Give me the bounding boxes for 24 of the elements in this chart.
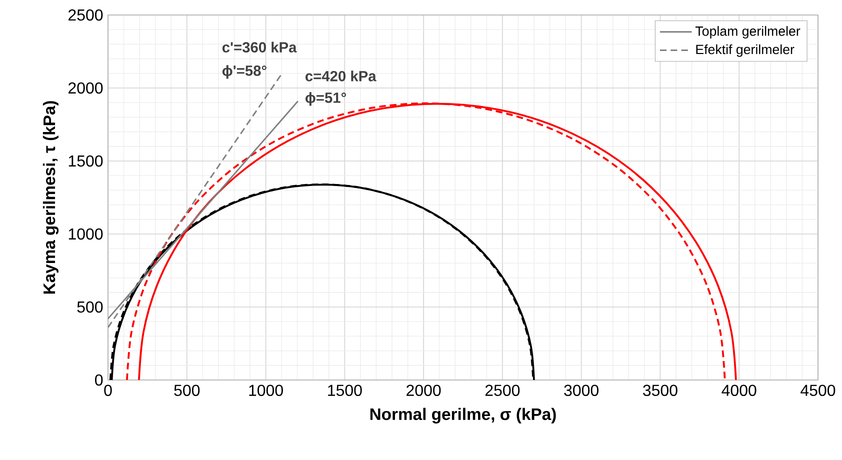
annotation: c'=360 kPa [222, 42, 297, 53]
x-tick-label: 2500 [485, 384, 520, 396]
y-tick-label: 1500 [68, 155, 103, 167]
y-tick-label: 1000 [68, 228, 103, 240]
annotation: ϕ'=58° [222, 65, 266, 79]
y-axis-title: Kayma gerilmesi, τ (kPa) [42, 101, 59, 294]
legend-label: Toplam gerilmeler [695, 26, 800, 38]
x-tick-label: 1000 [249, 384, 283, 396]
y-tick-label: 0 [95, 374, 103, 386]
x-tick-label: 2000 [406, 384, 441, 396]
annotation: ϕ=51° [306, 92, 346, 106]
legend-label: Efektif gerilmeler [696, 44, 794, 57]
x-tick-label: 4500 [800, 384, 836, 396]
x-tick-label: 1500 [328, 384, 362, 396]
x-tick-label: 3000 [564, 384, 598, 396]
y-tick-label: 2000 [68, 82, 103, 94]
x-tick-label: 4000 [722, 384, 756, 396]
x-tick-label: 0 [104, 384, 112, 396]
y-tick-label: 2500 [68, 9, 103, 21]
x-axis-title: Normal gerilme, σ (kPa) [370, 408, 556, 424]
x-tick-label: 3500 [643, 384, 678, 396]
annotation: c=420 kPa [306, 70, 376, 82]
y-tick-label: 500 [77, 301, 103, 313]
x-tick-label: 500 [174, 384, 200, 396]
